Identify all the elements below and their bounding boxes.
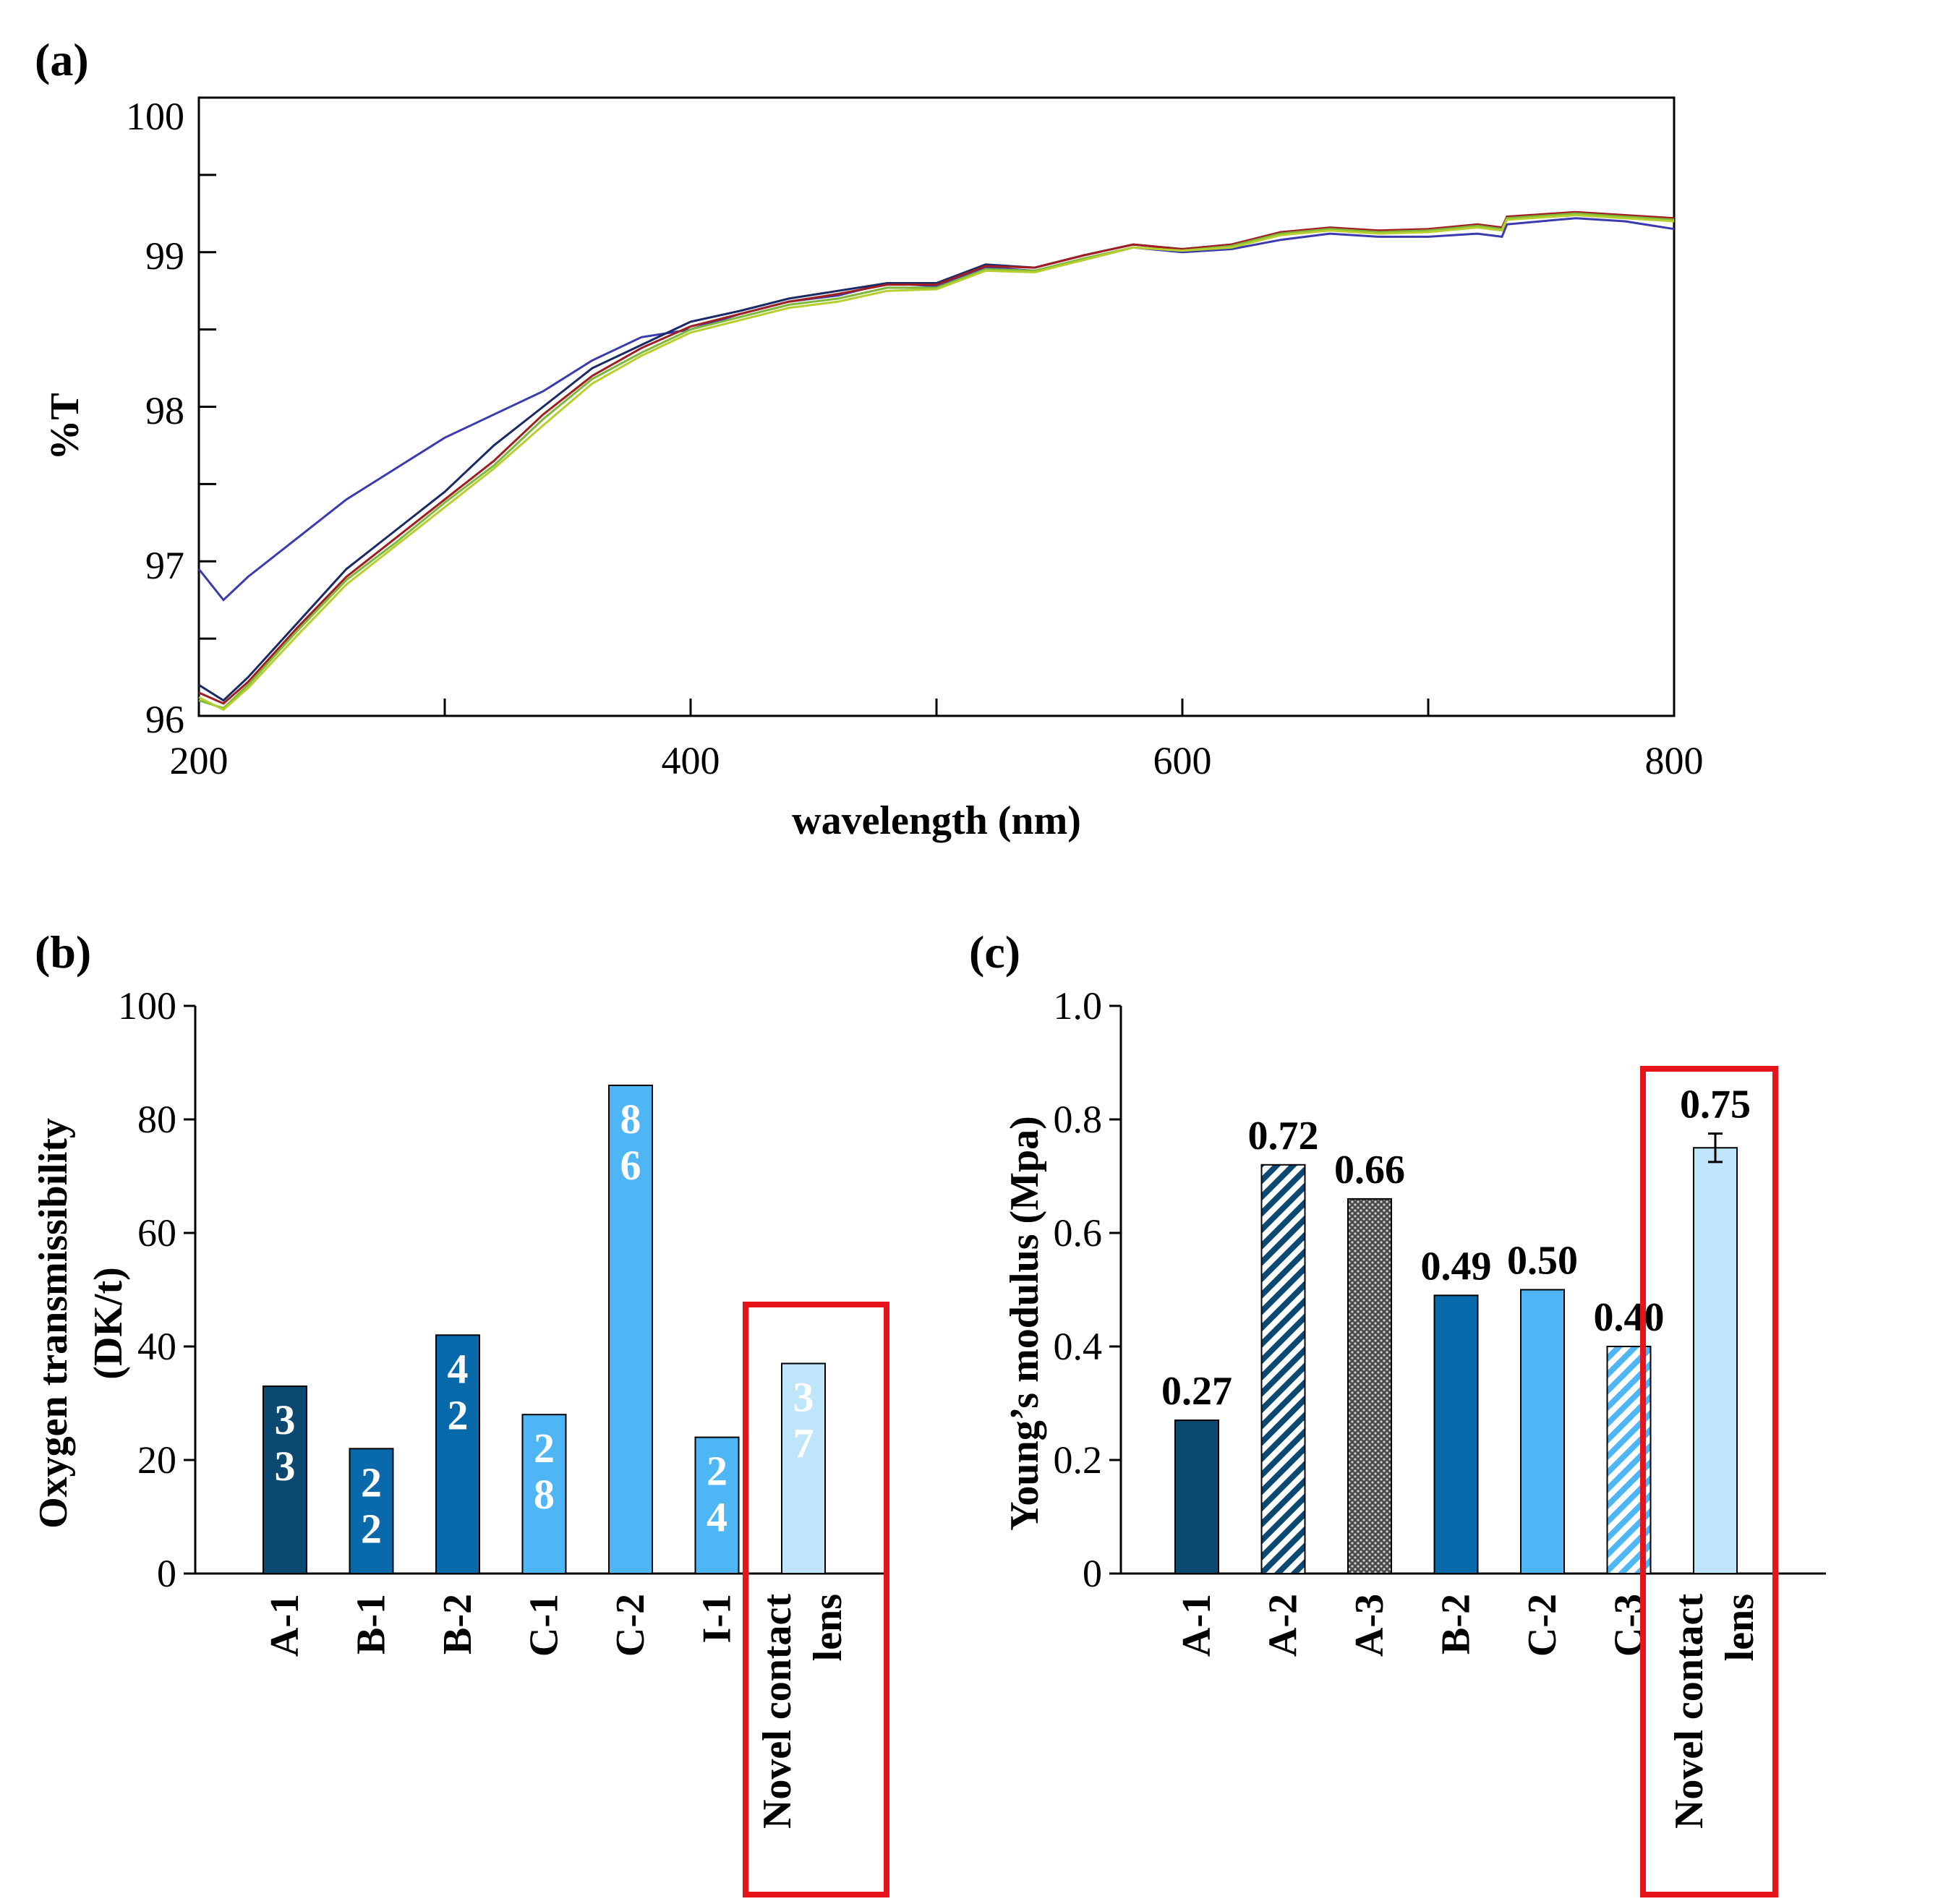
panel-c: (c) Young’s modulus (Mpa) 0 0.2 0.4 0.6 0.8 1… [969,926,1826,1897]
panel-b-value-label-digit: 7 [793,1420,814,1467]
panel-b-bar-b-2 [435,1334,480,1575]
panel-c-category-label: A-2 [1261,1594,1306,1657]
panel-a-ytick-100: 100 [126,95,184,138]
panel-b-bar-i-1 [694,1436,740,1574]
panel-b-value-label-digit: 4 [448,1345,469,1392]
panel-b-bar-c-1 [521,1414,567,1574]
panel-b-chart: 020406080100A-133B-122B-242C-128C-286I-1… [118,984,889,1897]
panel-b-category-label: B-2 [435,1594,480,1655]
panel-a-ytick-97: 97 [145,544,184,587]
panel-b-value-label-digit: 4 [707,1494,727,1541]
panel-b-bar-c-2 [608,1084,653,1574]
panel-b-value-label-digit: 8 [620,1096,641,1143]
panel-b-value-label-digit: 2 [448,1391,469,1438]
panel-a-x-axis: 200 400 600 800 [170,739,1704,782]
panel-a-xtick-600: 600 [1153,739,1212,782]
panel-c-ytick-label: 0.8 [1054,1098,1103,1141]
panel-a-lines [197,210,1675,712]
panel-c-chart: 0 0.2 0.4 0.6 0.8 1.0 A-1 0.27 A-2 0.72 A-3 0.66 B-2… [1054,984,1826,1897]
panel-c-bar-c-2 [1520,1289,1565,1574]
panel-b-ytick-label: 60 [137,1211,176,1255]
panel-b-category-label: A-1 [263,1594,307,1657]
panel-b-bar-b-1 [349,1448,394,1575]
panel-b-category-label: C-2 [608,1594,653,1657]
panel-c-bar-b-2 [1433,1294,1479,1574]
panel-c-category-label: B-2 [1434,1594,1479,1655]
panel-a-series-line-3 [198,210,1675,705]
panel-b-value-label-digit: 2 [707,1448,727,1495]
panel-b-category-label: B-1 [349,1594,394,1655]
panel-b-ytick-label: 0 [157,1552,176,1595]
panel-b-value-label-digit: 3 [275,1443,296,1490]
panel-b-value-label-digit: 3 [793,1374,814,1421]
panel-b-ylabel-line1: Oxygen transmissibility [31,1118,76,1529]
panel-c-bar-a-1 [1174,1420,1219,1575]
panel-b-ytick-label: 100 [118,984,176,1028]
panel-c-value-label: 0.49 [1421,1244,1492,1289]
panel-c-ytick-label: 0.4 [1054,1325,1103,1368]
panel-c-bar-novel-contact-lens [1693,1147,1738,1574]
panel-b-category-label: C-1 [522,1594,567,1657]
panel-a-label: (a) [35,34,89,85]
panel-a-ytick-98: 98 [145,389,184,432]
panel-b-value-label-digit: 8 [534,1471,555,1518]
panel-b-ylabel-line2: (DK/t) [86,1267,131,1380]
panel-c-value-label: 0.50 [1507,1239,1578,1284]
panel-c-value-label: 0.75 [1680,1083,1751,1127]
panel-c-ytick-label: 0 [1083,1552,1102,1595]
panel-a-series-line-1 [197,217,1675,602]
panel-b-value-label-digit: 2 [361,1505,382,1552]
panel-c-category-label: A-1 [1174,1594,1219,1657]
panel-a-xtick-400: 400 [662,739,720,782]
panel-b: (b) Oxygen transmissibility (DK/t) 0 20 40… [31,926,889,1897]
panel-b-bar-novel-contact-lens [781,1362,826,1575]
panel-a-series-line-5 [198,213,1675,712]
panel-b-value-label-digit: 2 [361,1459,382,1506]
panel-c-value-label: 0.66 [1334,1148,1405,1192]
panel-c-value-label: 0.72 [1248,1114,1319,1158]
panel-a-xtick-200: 200 [170,739,229,782]
panel-c-ytick-label: 0.2 [1054,1438,1103,1482]
panel-a-ylabel: %T [43,393,88,460]
panel-b-bar-a-1 [263,1385,307,1574]
panel-b-category-label: lens [806,1594,850,1661]
panel-b-value-label-digit: 3 [275,1396,296,1443]
panel-b-category-label: Novel contact [755,1594,800,1829]
panel-c-category-label: Novel contact [1667,1594,1712,1829]
panel-a-ytick-99: 99 [145,234,184,278]
panel-c-bar-a-3 [1347,1198,1392,1574]
panel-b-label: (b) [35,926,91,978]
panel-c-ytick-label: 1.0 [1054,984,1103,1028]
panel-b-highlight-box [743,1302,889,1897]
panel-a-y-axis: 96 97 98 99 100 [126,95,184,741]
panel-a-xtick-800: 800 [1645,739,1704,782]
panel-b-value-label-digit: 6 [620,1142,641,1189]
panel-c-bar-a-2 [1260,1164,1306,1575]
panel-a-series-line-4 [198,212,1675,709]
panel-a-plot-frame [197,96,1676,717]
panel-a: (a) 96 97 98 99 100 200 400 600 800 wave… [35,34,1704,843]
panel-b-category-label: I-1 [695,1594,740,1643]
panel-c-ylabel: Young’s modulus (Mpa) [1002,1116,1047,1531]
panel-c-value-label: 0.27 [1161,1369,1232,1414]
panel-a-ytick-96: 96 [145,698,184,741]
panel-a-xlabel: wavelength (nm) [792,798,1081,843]
panel-c-category-label: C-2 [1520,1594,1565,1657]
panel-c-value-label: 0.40 [1594,1295,1665,1340]
panel-c-highlight-box [1640,1066,1778,1897]
panel-a-tick-marks [197,174,1676,716]
panel-b-ytick-label: 40 [137,1325,176,1368]
panel-b-value-label-digit: 2 [534,1425,555,1472]
panel-c-label: (c) [969,926,1020,978]
panel-c-category-label: A-3 [1347,1594,1392,1657]
panel-c-ytick-label: 0.6 [1054,1211,1103,1255]
panel-c-category-label: lens [1717,1594,1762,1661]
panel-b-ytick-label: 20 [137,1438,176,1482]
panel-b-ytick-label: 80 [137,1098,176,1141]
